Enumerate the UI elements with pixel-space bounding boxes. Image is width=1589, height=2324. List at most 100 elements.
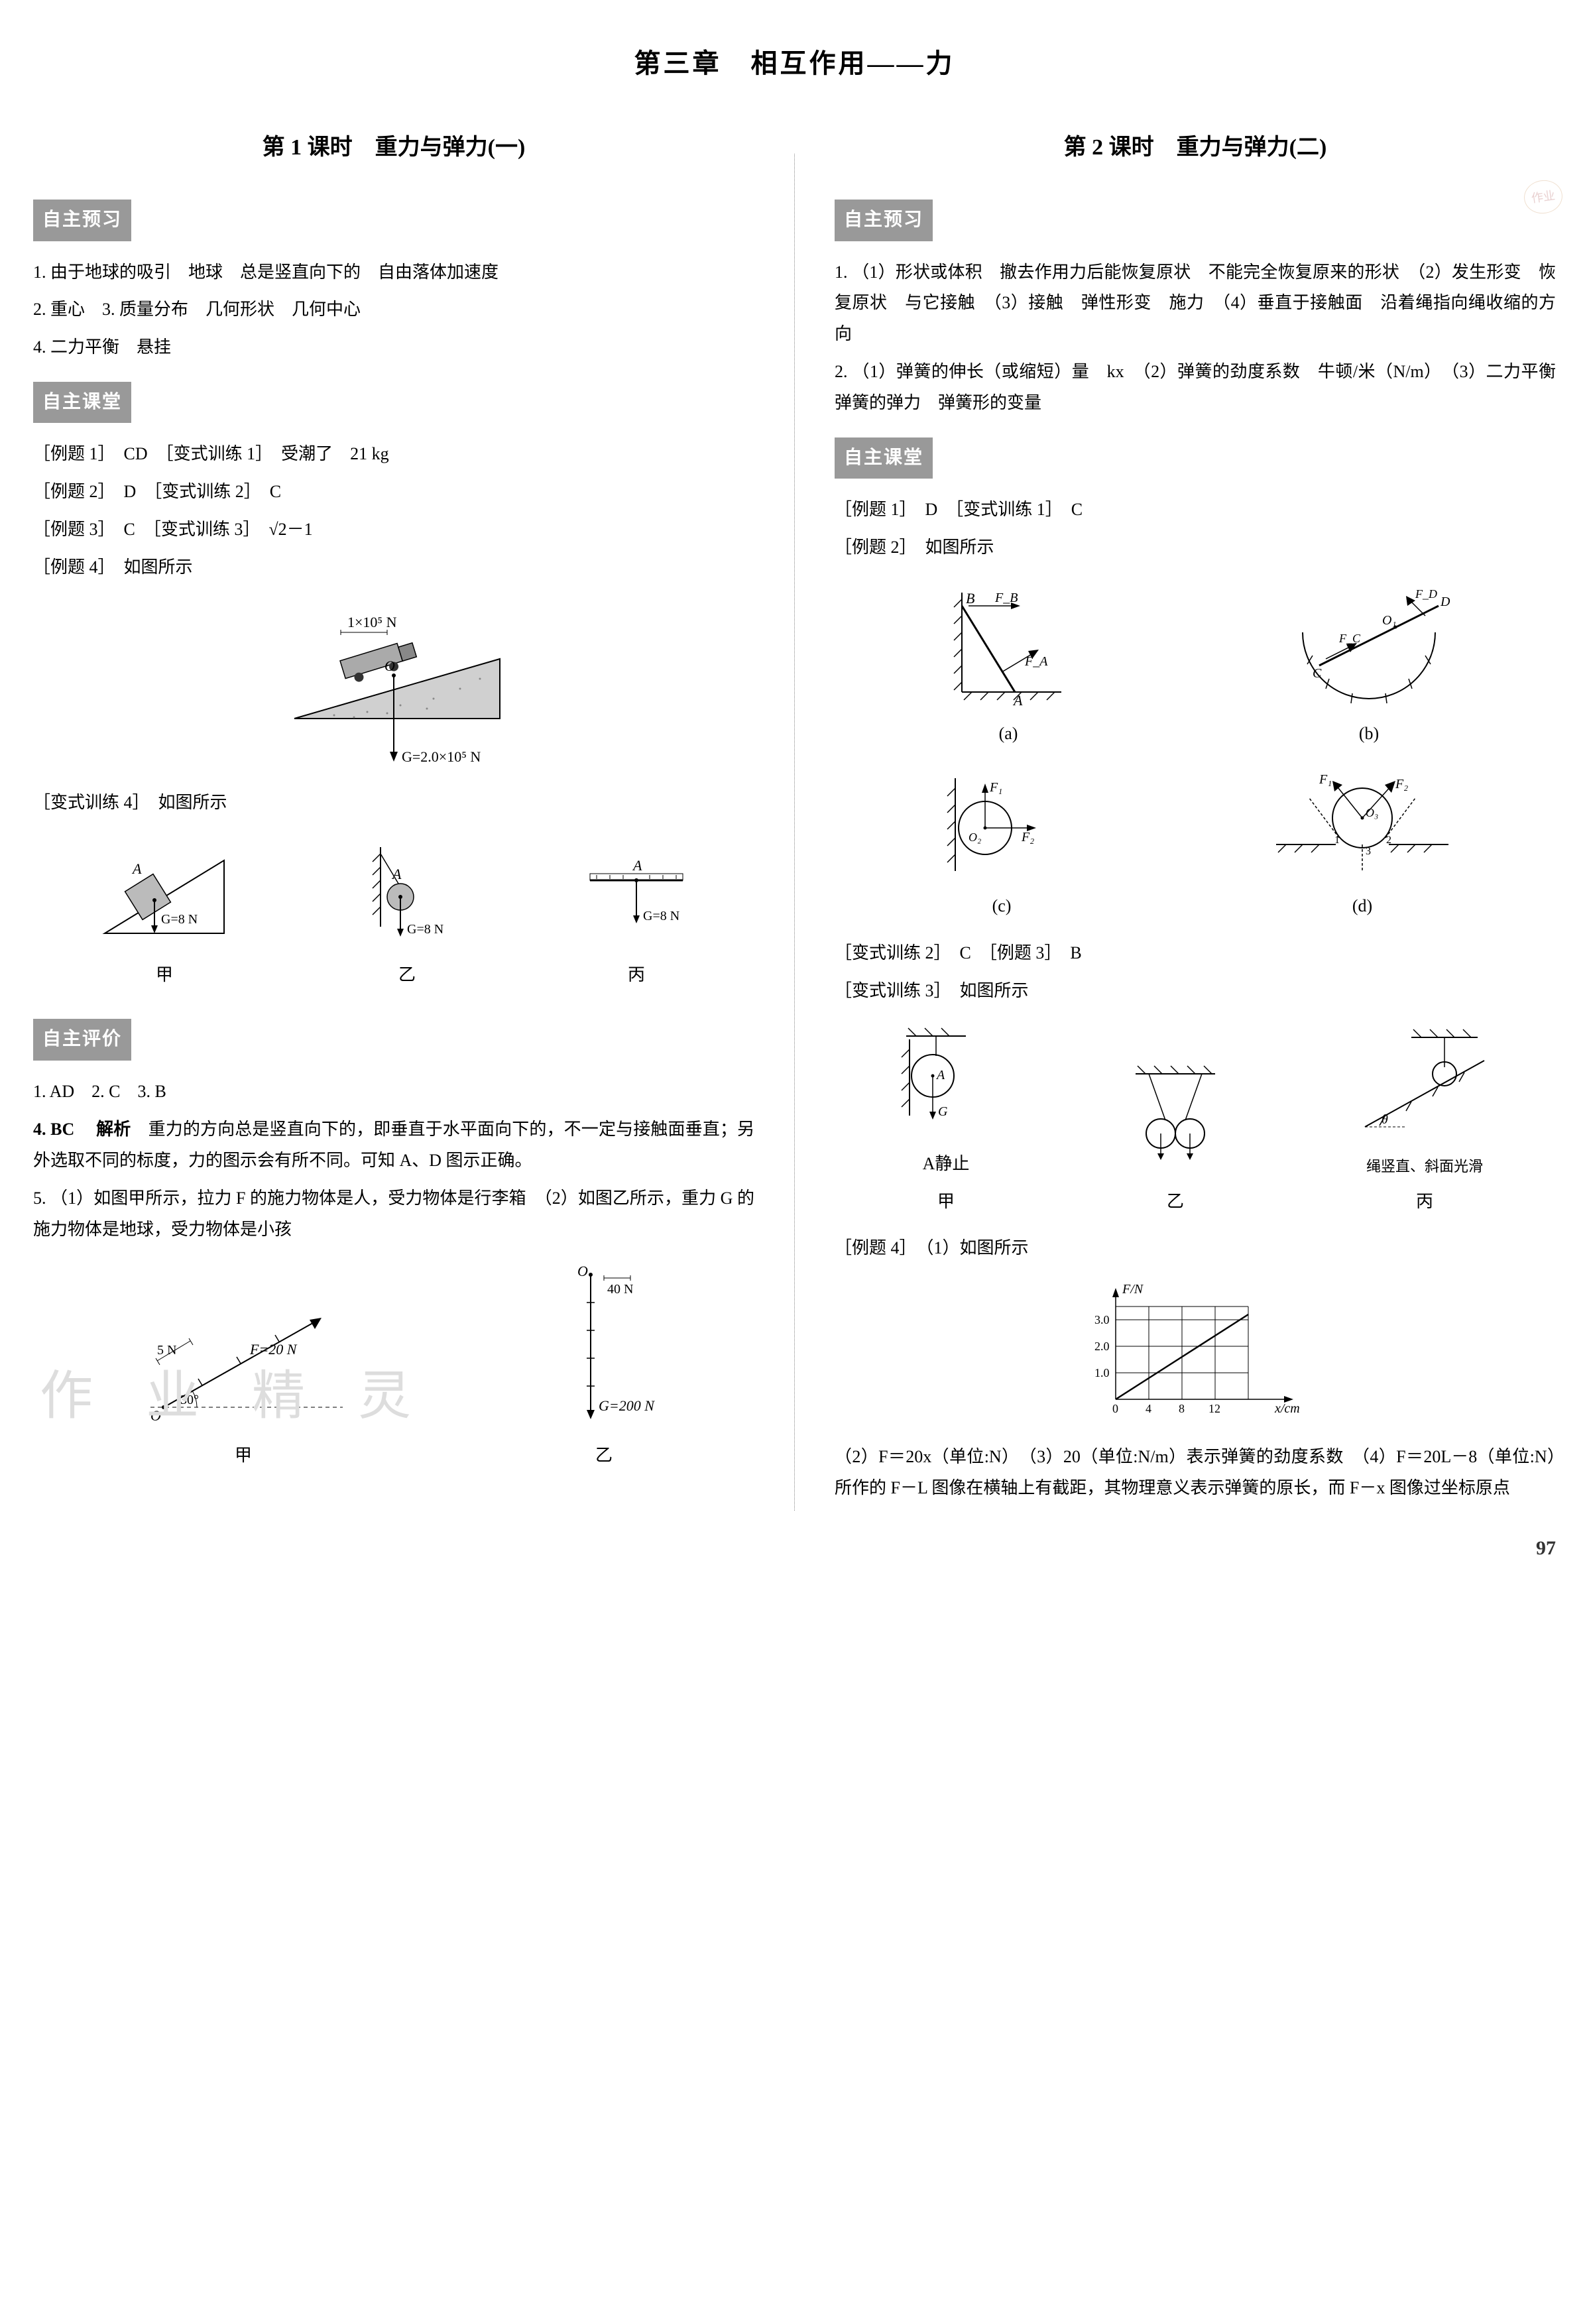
eval-item: 1. AD 2. C 3. B xyxy=(33,1076,754,1108)
section-class-label: 自主课堂 xyxy=(835,437,933,479)
ytick: 3.0 xyxy=(1094,1313,1110,1326)
label: F₁ xyxy=(1319,772,1332,787)
class-item: ［变式训练 2］ C ［例题 3］ B xyxy=(835,938,1556,969)
label: F₂ xyxy=(1021,830,1034,844)
angle-label: 30° xyxy=(180,1393,199,1407)
class-item: ［例题 1］ CD ［变式训练 1］ 受潮了 21 kg xyxy=(33,439,754,470)
item4-prefix: 4. BC xyxy=(33,1120,92,1139)
fig2d: O₃ F₁ F₂ 1 2 3 (d) xyxy=(1263,765,1462,922)
fig2a: B A F_B F_A (a) xyxy=(929,579,1088,750)
label: A xyxy=(935,1068,945,1082)
label: B xyxy=(966,590,974,607)
class-item: ［例题 3］ C ［变式训练 3］ √2－1 xyxy=(33,514,754,546)
label: D xyxy=(1440,595,1450,609)
preview-item: 2. 重心 3. 质量分布 几何形状 几何中心 xyxy=(33,294,754,325)
caption: (c) xyxy=(929,891,1075,922)
preview-item: 1. 由于地球的吸引 地球 总是竖直向下的 自由落体加速度 xyxy=(33,257,754,288)
label: F_B xyxy=(994,591,1018,605)
label: C xyxy=(1313,666,1322,681)
ylabel: F/N xyxy=(1122,1282,1144,1297)
lesson-title-1: 第 1 课时 重力与弹力(一) xyxy=(33,127,754,168)
fig2c: O₂ F₁ F₂ (c) xyxy=(929,765,1075,922)
caption: 甲 xyxy=(886,1187,1006,1218)
class-item: ［例题 2］ 如图所示 xyxy=(835,532,1556,563)
label: 1 xyxy=(1334,835,1340,846)
class-item: ［例题 1］ D ［变式训练 1］ C xyxy=(835,494,1556,526)
fig5-jia: O 5 N F=20 N 30° 甲 xyxy=(117,1288,369,1472)
section-preview-label: 自主预习 xyxy=(33,200,131,241)
fig2-row2: O₂ F₁ F₂ (c) O₃ xyxy=(835,765,1556,922)
scale-label: 5 N xyxy=(157,1343,176,1358)
caption: 乙 xyxy=(354,960,460,991)
lesson-title-2: 第 2 课时 重力与弹力(二) xyxy=(835,127,1556,168)
preview-item: 2. （1）弹簧的伸长（或缩短）量 kx （2）弹簧的劲度系数 牛顿/米（N/m… xyxy=(835,357,1556,419)
variation-4-figures: A G=8 N 甲 A G=8 N xyxy=(33,834,754,991)
label: F₂ xyxy=(1395,777,1408,791)
class-item: ［变式训练 3］ 如图所示 xyxy=(835,976,1556,1007)
eval-item: 5. （1）如图甲所示，拉力 F 的施力物体是人，受力物体是行李箱 （2）如图乙… xyxy=(33,1183,754,1246)
var3-bing: θ 绳竖直、斜面光滑 丙 xyxy=(1345,1027,1504,1217)
origin: O xyxy=(577,1263,588,1279)
item4-text: 重力的方向总是竖直向下的，即垂直于水平面向下的，不一定与接触面垂直；另外选取不同… xyxy=(33,1120,754,1170)
label: F_A xyxy=(1024,654,1048,669)
xtick: 8 xyxy=(1179,1402,1185,1415)
caption: (b) xyxy=(1276,719,1462,750)
origin: O xyxy=(150,1407,161,1424)
label: 3 xyxy=(1366,846,1371,857)
note: 绳竖直、斜面光滑 xyxy=(1345,1153,1504,1180)
preview-item: 4. 二力平衡 悬挂 xyxy=(33,332,754,363)
ytick: 1.0 xyxy=(1094,1366,1110,1379)
fig-yi: A G=8 N 乙 xyxy=(354,834,460,991)
ytick: 2.0 xyxy=(1094,1340,1110,1353)
caption: (a) xyxy=(929,719,1088,750)
var3-figures: A G A静止 甲 乙 xyxy=(835,1023,1556,1218)
ex4-label: ［例题 4］ （1）如图所示 xyxy=(835,1233,1556,1264)
page-number: 97 xyxy=(33,1531,1556,1566)
caption: 丙 xyxy=(1345,1187,1504,1218)
right-column: 作业 第 2 课时 重力与弹力(二) 自主预习 1. （1）形状或体积 撤去作用… xyxy=(835,114,1556,1511)
stamp-icon: 作业 xyxy=(1522,178,1564,216)
label: O₂ xyxy=(969,831,981,844)
label: O₁ xyxy=(1382,613,1396,628)
fig-bing: A G=8 N 丙 xyxy=(577,834,696,991)
class-item: ［例题 2］ D ［变式训练 2］ C xyxy=(33,477,754,508)
force-label: G=8 N xyxy=(643,909,679,923)
xtick: 12 xyxy=(1208,1402,1220,1415)
section-class-label: 自主课堂 xyxy=(33,382,131,423)
analysis-label: 解析 xyxy=(96,1119,131,1139)
caption: 乙 xyxy=(1109,1187,1242,1218)
label-a: A xyxy=(391,866,402,882)
scale-label: 40 N xyxy=(607,1282,633,1297)
label: A xyxy=(1012,692,1023,709)
xtick: 0 xyxy=(1112,1402,1118,1415)
label-a: A xyxy=(131,860,142,877)
ex4-text: （2）F＝20x（单位:N） （3）20（单位:N/m）表示弹簧的劲度系数 （4… xyxy=(835,1442,1556,1504)
force-label: G=8 N xyxy=(407,922,443,937)
caption: 甲 xyxy=(117,1440,369,1472)
label: G xyxy=(938,1104,948,1119)
caption: 甲 xyxy=(91,960,237,991)
point-label: O xyxy=(384,658,395,674)
caption: 丙 xyxy=(577,960,696,991)
label: F_D xyxy=(1415,587,1437,601)
force-label: G=200 N xyxy=(599,1397,655,1414)
angle: θ xyxy=(1382,1112,1388,1127)
label: F_C xyxy=(1338,632,1361,645)
var3-jia: A G A静止 甲 xyxy=(886,1023,1006,1218)
force-label: G=8 N xyxy=(161,912,198,927)
fig2-row1: B A F_B F_A (a) xyxy=(835,579,1556,750)
note: A静止 xyxy=(886,1149,1006,1180)
figure-ex4: 1×10⁵ N O G=2.0×10⁵ N xyxy=(33,599,754,772)
variation-4-label: ［变式训练 4］ 如图所示 xyxy=(33,787,754,819)
column-divider xyxy=(794,154,795,1511)
fig-jia: A G=8 N 甲 xyxy=(91,834,237,991)
xtick: 4 xyxy=(1146,1402,1151,1415)
label: F₁ xyxy=(989,780,1002,795)
section-eval-label: 自主评价 xyxy=(33,1019,131,1060)
fig5-yi: O 40 N G=200 N 乙 xyxy=(538,1261,670,1472)
left-column: 第 1 课时 重力与弹力(一) 自主预习 1. 由于地球的吸引 地球 总是竖直向… xyxy=(33,114,754,1511)
chapter-title: 第三章 相互作用——力 xyxy=(33,40,1556,87)
xlabel: x/cm xyxy=(1274,1401,1300,1416)
label: 2 xyxy=(1386,835,1391,846)
force-label: G=2.0×10⁵ N xyxy=(402,748,481,765)
